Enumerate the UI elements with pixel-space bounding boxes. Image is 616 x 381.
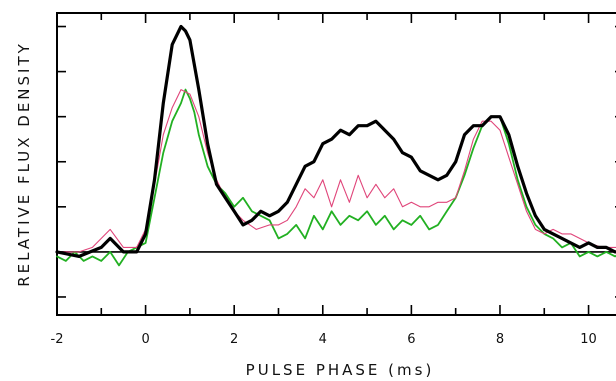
x-tick-label: 6 (407, 332, 415, 347)
plot-frame (56, 12, 616, 316)
series-group (55, 24, 616, 267)
x-tick-label: 10 (580, 332, 597, 347)
x-tick-label: -2 (51, 332, 64, 347)
red-series-line (56, 89, 616, 253)
x-axis-title: PULSE PHASE (ms) (246, 361, 435, 379)
black-series-line (55, 24, 616, 258)
x-tick-label: 4 (319, 332, 327, 347)
x-tick-label: 0 (141, 332, 149, 347)
y-axis-ticks (57, 25, 616, 298)
green-series-line (56, 88, 616, 267)
x-tick-label: 8 (496, 332, 504, 347)
x-tick-label: 2 (230, 332, 238, 347)
y-axis-title: RELATIVE FLUX DENSITY (15, 41, 33, 287)
x-axis-ticks: -2 0 2 4 6 8 10 (51, 13, 597, 347)
